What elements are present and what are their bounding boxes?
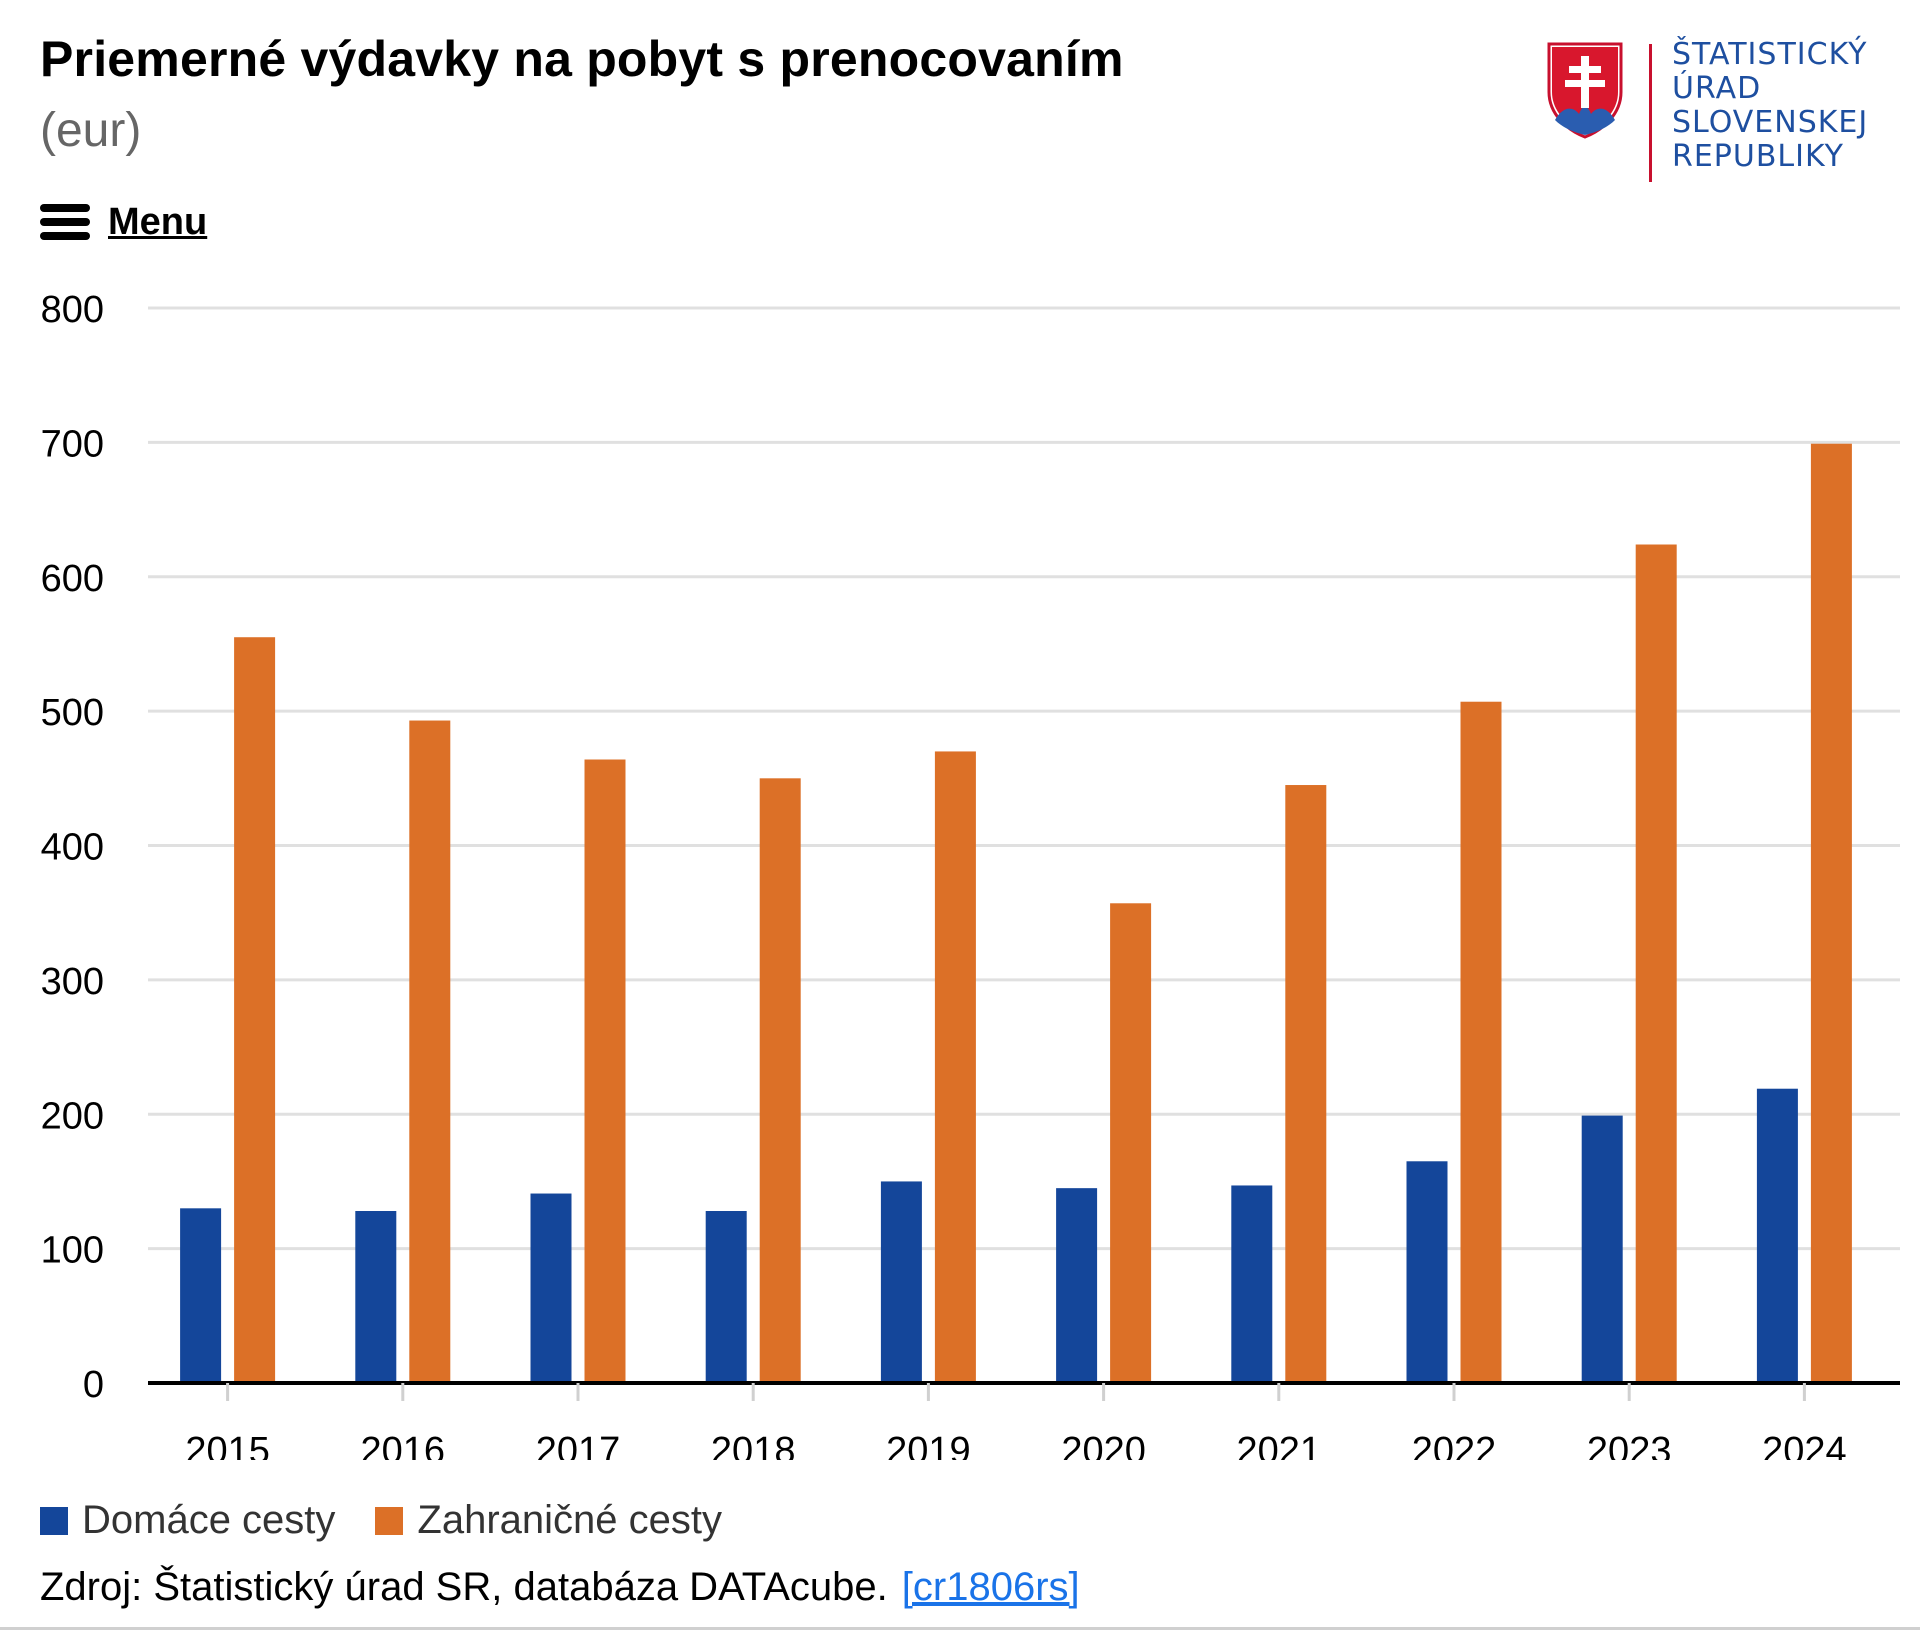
y-tick-label: 500	[41, 692, 104, 734]
logo-divider	[1649, 44, 1652, 182]
y-axis-ticks: 0 100 200 300 400 500 600 700 800	[41, 289, 104, 1406]
bar-foreign-2023[interactable]	[1635, 544, 1677, 1384]
x-tick-label: 2016	[361, 1430, 446, 1460]
logo-text: ŠTATISTICKÝ ÚRAD SLOVENSKEJ REPUBLIKY	[1672, 38, 1868, 174]
source-text: Zdroj: Štatistický úrad SR, databáza DAT…	[40, 1565, 888, 1609]
y-tick-label: 100	[41, 1230, 104, 1272]
bar-foreign-2019[interactable]	[934, 751, 976, 1383]
bar-foreign-2021[interactable]	[1285, 785, 1327, 1383]
bar-domestic-2021[interactable]	[1231, 1185, 1273, 1383]
chart-subtitle: (eur)	[40, 104, 142, 157]
x-axis-ticks: 2015 2016 2017 2018 2019 2020 2021 2022 2023 2024	[185, 1383, 1847, 1460]
bottom-divider	[0, 1627, 1920, 1630]
bar-domestic-2022[interactable]	[1406, 1161, 1448, 1383]
x-tick-label: 2015	[185, 1430, 270, 1460]
bar-domestic-2024[interactable]	[1756, 1088, 1798, 1383]
bar-foreign-2020[interactable]	[1110, 903, 1152, 1383]
logo-line: REPUBLIKY	[1672, 139, 1844, 174]
menu-button[interactable]: Menu	[40, 200, 207, 244]
bar-domestic-2018[interactable]	[705, 1211, 747, 1383]
bar-domestic-2019[interactable]	[880, 1181, 922, 1383]
y-tick-label: 700	[41, 423, 104, 465]
legend: Domáce cesty Zahraničné cesty	[40, 1498, 762, 1543]
y-tick-label: 0	[83, 1364, 104, 1406]
bars	[180, 443, 1852, 1384]
coat-of-arms-icon	[1547, 42, 1623, 139]
bar-domestic-2015[interactable]	[180, 1208, 222, 1383]
bar-foreign-2016[interactable]	[409, 720, 451, 1383]
logo-line: ŠTATISTICKÝ	[1672, 37, 1868, 72]
y-tick-label: 200	[41, 1095, 104, 1137]
source-note: Zdroj: Štatistický úrad SR, databáza DAT…	[40, 1565, 1080, 1610]
bar-foreign-2022[interactable]	[1460, 701, 1502, 1383]
hamburger-icon[interactable]	[40, 202, 90, 242]
x-tick-label: 2022	[1412, 1430, 1497, 1460]
x-tick-label: 2018	[711, 1430, 796, 1460]
y-tick-label: 400	[41, 827, 104, 869]
bar-foreign-2015[interactable]	[234, 637, 276, 1383]
legend-label-domestic: Domáce cesty	[82, 1498, 336, 1542]
bar-domestic-2016[interactable]	[355, 1211, 397, 1383]
x-tick-label: 2020	[1061, 1430, 1146, 1460]
legend-label-foreign: Zahraničné cesty	[417, 1498, 723, 1542]
bar-domestic-2023[interactable]	[1581, 1115, 1623, 1383]
statistics-office-logo[interactable]: ŠTATISTICKÝ ÚRAD SLOVENSKEJ REPUBLIKY	[1545, 38, 1890, 183]
x-tick-label: 2024	[1762, 1430, 1847, 1460]
bar-foreign-2024[interactable]	[1810, 443, 1852, 1383]
bar-domestic-2020[interactable]	[1056, 1188, 1098, 1383]
legend-item-domestic[interactable]: Domáce cesty	[40, 1498, 335, 1543]
bar-foreign-2017[interactable]	[584, 759, 626, 1384]
logo-line: ÚRAD	[1672, 71, 1762, 106]
legend-swatch-foreign	[375, 1506, 404, 1535]
menu-label[interactable]: Menu	[108, 200, 208, 243]
bar-domestic-2017[interactable]	[530, 1193, 572, 1383]
x-tick-label: 2021	[1237, 1430, 1322, 1460]
legend-item-foreign[interactable]: Zahraničné cesty	[375, 1498, 722, 1543]
source-link[interactable]: [cr1806rs]	[901, 1565, 1080, 1609]
x-tick-label: 2017	[536, 1430, 621, 1460]
chart-title: Priemerné výdavky na pobyt s prenocovaní…	[40, 31, 1124, 87]
y-tick-label: 800	[41, 289, 104, 331]
x-tick-label: 2023	[1587, 1430, 1672, 1460]
x-tick-label: 2019	[886, 1430, 971, 1460]
bar-foreign-2018[interactable]	[759, 778, 801, 1383]
y-tick-label: 600	[41, 558, 104, 600]
y-tick-label: 300	[41, 961, 104, 1003]
legend-swatch-domestic	[40, 1506, 68, 1535]
logo-line: SLOVENSKEJ	[1672, 105, 1869, 140]
